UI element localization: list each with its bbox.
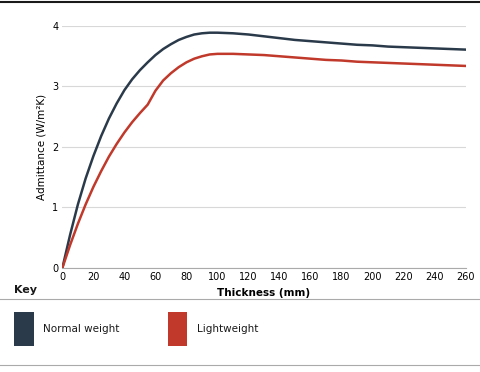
X-axis label: Thickness (mm): Thickness (mm) bbox=[217, 288, 311, 298]
Text: Lightweight: Lightweight bbox=[197, 324, 258, 334]
Y-axis label: Admittance (W/m²K): Admittance (W/m²K) bbox=[36, 94, 47, 200]
Text: Normal weight: Normal weight bbox=[43, 324, 120, 334]
Text: Key: Key bbox=[14, 285, 37, 295]
